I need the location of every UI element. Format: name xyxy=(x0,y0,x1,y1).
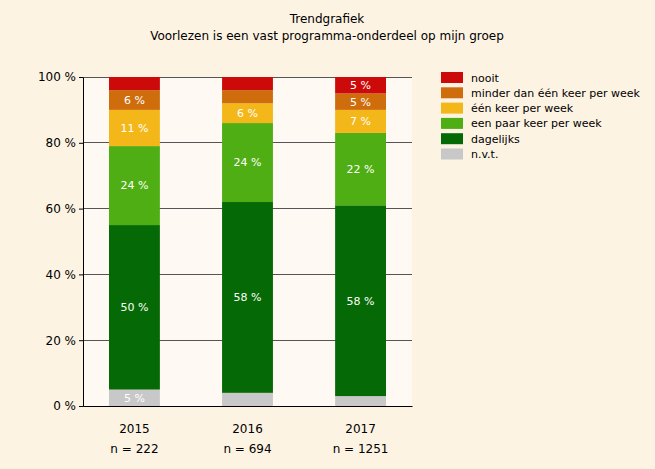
y-tick-label: 40 % xyxy=(46,268,77,282)
bar-segment xyxy=(222,123,273,202)
bar-segment xyxy=(222,77,273,90)
legend-item: minder dan één keer per week xyxy=(441,87,641,100)
y-tick-label: 20 % xyxy=(46,334,77,348)
bar-segment xyxy=(109,110,160,146)
y-tick: 100 % xyxy=(38,70,83,84)
legend-item: nooit xyxy=(441,72,499,85)
data-label: 5 % xyxy=(124,392,145,405)
data-label: 58 % xyxy=(234,291,262,304)
y-tick: 80 % xyxy=(46,136,84,150)
legend: nooit minder dan één keer per week één kee… xyxy=(441,72,641,162)
legend-label: minder dan één keer per week xyxy=(471,87,641,100)
bar-segment xyxy=(222,393,273,406)
bar-segment xyxy=(335,133,386,205)
bar-segment xyxy=(335,205,386,396)
y-tick: 40 % xyxy=(46,268,84,282)
y-tick-mark xyxy=(79,143,83,144)
legend-item: n.v.t. xyxy=(441,148,498,161)
data-label: 5 % xyxy=(350,96,371,109)
bar-segment xyxy=(335,396,386,406)
data-label: 6 % xyxy=(124,94,145,107)
x-tick-label: 2016 xyxy=(232,422,263,436)
x-tick: 2016 n = 694 xyxy=(223,406,271,456)
bar-segment xyxy=(222,103,273,123)
bar-segment xyxy=(109,225,160,389)
legend-label: een paar keer per week xyxy=(471,117,602,130)
bar-segment xyxy=(222,90,273,103)
data-labels: 5 % 50 % 58 % 58 % 24 % 24 % 22 % 11 % 6 % 7 % 6 %… xyxy=(120,79,374,405)
legend-label: n.v.t. xyxy=(471,148,498,161)
bar-segment xyxy=(109,146,160,225)
y-tick-mark xyxy=(79,274,83,275)
bar-segment xyxy=(109,77,160,90)
y-tick-label: 60 % xyxy=(46,202,77,216)
title: Trendgrafiek xyxy=(289,12,365,26)
x-tick-sublabel: n = 694 xyxy=(223,442,271,456)
legend-swatch xyxy=(441,118,463,129)
legend-swatch xyxy=(441,133,463,144)
legend-item: één keer per week xyxy=(441,102,574,115)
x-tick: 2017 n = 1251 xyxy=(333,406,389,456)
x-tick: 2015 n = 222 xyxy=(110,406,158,456)
x-tick-label: 2015 xyxy=(119,422,150,436)
legend-item: een paar keer per week xyxy=(441,117,602,130)
legend-swatch xyxy=(441,103,463,114)
data-label: 6 % xyxy=(237,107,258,120)
x-axis: 2015 n = 222 2016 n = 694 2017 n = 1251 xyxy=(84,406,413,456)
bar-segment xyxy=(109,390,160,406)
y-tick-mark xyxy=(79,209,83,210)
data-label: 11 % xyxy=(120,122,148,135)
y-tick-mark xyxy=(79,340,83,341)
bar-segment xyxy=(335,110,386,133)
y-tick: 60 % xyxy=(46,202,84,216)
y-tick-label: 100 % xyxy=(38,70,76,84)
y-axis-line xyxy=(83,78,84,407)
bar-segment xyxy=(222,202,273,393)
data-label: 5 % xyxy=(350,79,371,92)
data-label: 22 % xyxy=(347,163,375,176)
bar-segment xyxy=(335,93,386,109)
subtitle: Voorlezen is een vast programma-onderdee… xyxy=(150,29,504,43)
data-label: 58 % xyxy=(347,295,375,308)
y-tick-mark xyxy=(79,77,83,78)
chart: Trendgrafiek Voorlezen is een vast progra… xyxy=(0,0,655,469)
bars xyxy=(109,77,386,406)
y-tick: 0 % xyxy=(53,399,83,413)
data-label: 24 % xyxy=(234,156,262,169)
data-label: 24 % xyxy=(120,179,148,192)
bar-segment xyxy=(109,90,160,110)
y-tick-label: 0 % xyxy=(53,399,76,413)
legend-swatch xyxy=(441,72,463,83)
legend-label: nooit xyxy=(471,72,499,85)
x-tick-sublabel: n = 222 xyxy=(110,442,158,456)
x-axis-line xyxy=(84,406,413,407)
y-tick-label: 80 % xyxy=(46,136,77,150)
grid xyxy=(83,77,412,406)
x-tick-label: 2017 xyxy=(345,422,376,436)
background xyxy=(0,0,655,469)
y-tick: 20 % xyxy=(46,334,84,348)
legend-label: één keer per week xyxy=(471,102,574,115)
plot-background xyxy=(83,77,412,406)
legend-label: dagelijks xyxy=(471,133,520,146)
legend-swatch xyxy=(441,87,463,98)
x-tick-sublabel: n = 1251 xyxy=(333,442,389,456)
legend-item: dagelijks xyxy=(441,133,520,146)
bar-segment xyxy=(335,77,386,93)
data-label: 7 % xyxy=(350,115,371,128)
data-label: 50 % xyxy=(120,301,148,314)
y-axis: 0 % 20 % 40 % 60 % 80 % 100 % xyxy=(38,70,84,413)
y-tick-mark xyxy=(79,406,83,407)
legend-swatch xyxy=(441,149,463,160)
